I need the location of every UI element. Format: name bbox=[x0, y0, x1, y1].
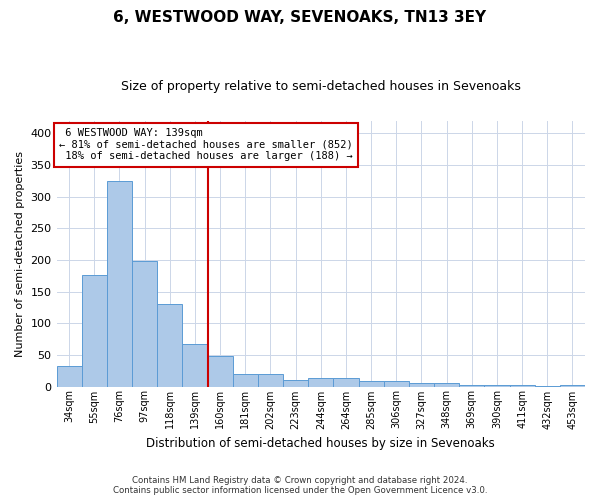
X-axis label: Distribution of semi-detached houses by size in Sevenoaks: Distribution of semi-detached houses by … bbox=[146, 437, 495, 450]
Bar bbox=[434, 384, 459, 386]
Bar bbox=[82, 275, 107, 386]
Bar bbox=[334, 378, 359, 386]
Bar bbox=[107, 180, 132, 386]
Bar bbox=[258, 374, 283, 386]
Text: Contains HM Land Registry data © Crown copyright and database right 2024.
Contai: Contains HM Land Registry data © Crown c… bbox=[113, 476, 487, 495]
Title: Size of property relative to semi-detached houses in Sevenoaks: Size of property relative to semi-detach… bbox=[121, 80, 521, 93]
Bar bbox=[208, 356, 233, 386]
Bar bbox=[484, 384, 509, 386]
Bar bbox=[459, 384, 484, 386]
Text: 6 WESTWOOD WAY: 139sqm
← 81% of semi-detached houses are smaller (852)
 18% of s: 6 WESTWOOD WAY: 139sqm ← 81% of semi-det… bbox=[59, 128, 353, 162]
Bar bbox=[409, 382, 434, 386]
Bar bbox=[283, 380, 308, 386]
Bar bbox=[157, 304, 182, 386]
Bar bbox=[56, 366, 82, 386]
Bar bbox=[132, 260, 157, 386]
Bar bbox=[560, 385, 585, 386]
Bar bbox=[383, 382, 409, 386]
Text: 6, WESTWOOD WAY, SEVENOAKS, TN13 3EY: 6, WESTWOOD WAY, SEVENOAKS, TN13 3EY bbox=[113, 10, 487, 25]
Bar bbox=[509, 384, 535, 386]
Y-axis label: Number of semi-detached properties: Number of semi-detached properties bbox=[15, 150, 25, 356]
Bar bbox=[359, 382, 383, 386]
Bar bbox=[182, 344, 208, 387]
Bar bbox=[233, 374, 258, 386]
Bar bbox=[308, 378, 334, 386]
